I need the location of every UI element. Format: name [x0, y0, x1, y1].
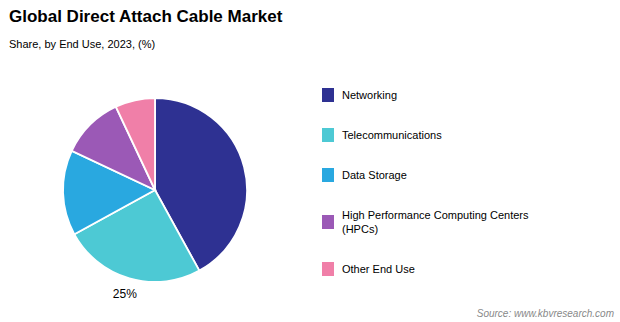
legend-label-line: Networking	[342, 89, 397, 101]
legend-label-line: High Performance Computing Centers	[342, 209, 529, 221]
legend-label: Data Storage	[342, 169, 407, 181]
legend-label-line: Telecommunications	[342, 129, 442, 141]
source: Source: www.kbvresearch.com	[477, 308, 614, 319]
title: Global Direct Attach Cable Market	[9, 7, 283, 26]
legend-label-line: Data Storage	[342, 169, 407, 181]
data-label: 25%	[113, 287, 137, 301]
data-labels: 25%	[113, 287, 137, 301]
pie	[63, 98, 247, 282]
legend-swatch	[322, 215, 334, 229]
subtitle: Share, by End Use, 2023, (%)	[9, 38, 155, 50]
legend-swatch	[322, 262, 334, 276]
legend-label: Other End Use	[342, 263, 415, 275]
legend-swatch	[322, 88, 334, 102]
legend-label: Networking	[342, 89, 397, 101]
legend-label: High Performance Computing Centers (HPCs)	[342, 209, 529, 235]
legend-label: Telecommunications	[342, 129, 442, 141]
legend: Networking Telecommunications Data Storage…	[322, 88, 529, 276]
legend-swatch	[322, 168, 334, 182]
slice	[116, 98, 155, 190]
legend-swatch	[322, 128, 334, 142]
legend-label-line: (HPCs)	[342, 223, 378, 235]
legend-label-line: Other End Use	[342, 263, 415, 275]
chart: Global Direct Attach Cable Market Share, …	[0, 0, 620, 322]
